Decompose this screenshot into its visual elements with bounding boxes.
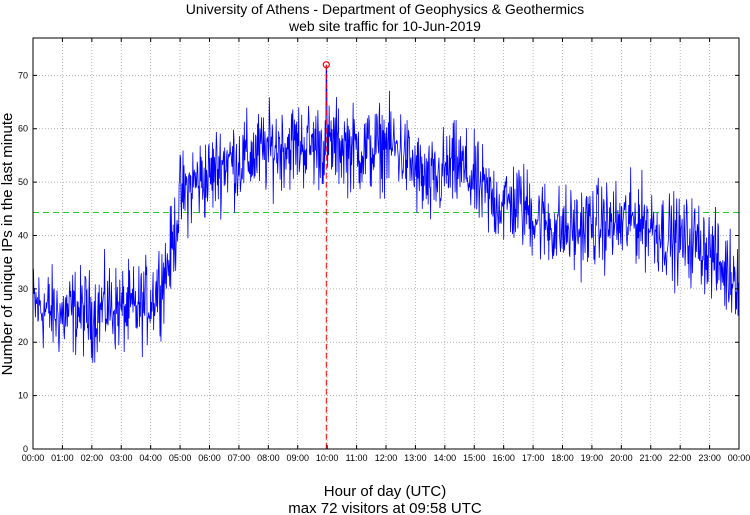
x-tick-label: 22:00 bbox=[669, 453, 692, 463]
chart-subtitle: web site traffic for 10-Jun-2019 bbox=[288, 18, 481, 34]
series-group bbox=[32, 64, 739, 363]
traffic-series-line bbox=[32, 64, 739, 363]
max-marker-group bbox=[322, 61, 330, 449]
x-tick-label: 21:00 bbox=[639, 453, 662, 463]
y-axis-label: Number of unique IPs in the last minute bbox=[0, 113, 16, 376]
x-tick-label: 17:00 bbox=[522, 453, 545, 463]
x-axis-ticks: 00:00 01:00 02:00 03:00 04:00 05:00 06:00 07:00… bbox=[22, 38, 750, 463]
x-tick-label: 02:00 bbox=[81, 453, 104, 463]
y-tick-label: 70 bbox=[18, 70, 28, 80]
grid-lines bbox=[33, 38, 739, 449]
x-tick-label: 07:00 bbox=[228, 453, 251, 463]
x-tick-label: 16:00 bbox=[492, 453, 515, 463]
max-point-marker bbox=[322, 61, 330, 69]
y-tick-label: 50 bbox=[18, 177, 28, 187]
plot-frame bbox=[32, 37, 740, 450]
y-axis-ticks: 0 10 20 30 40 50 60 70 bbox=[18, 70, 739, 454]
x-tick-label: 20:00 bbox=[610, 453, 633, 463]
x-tick-label: 06:00 bbox=[198, 453, 221, 463]
chart-footer: max 72 visitors at 09:58 UTC bbox=[288, 500, 482, 515]
x-tick-label: 05:00 bbox=[169, 453, 192, 463]
x-tick-label: 03:00 bbox=[110, 453, 133, 463]
x-tick-label: 23:00 bbox=[698, 453, 721, 463]
y-tick-label: 20 bbox=[18, 337, 28, 347]
x-tick-label: 19:00 bbox=[581, 453, 604, 463]
x-tick-label: 10:00 bbox=[316, 453, 339, 463]
x-tick-label: 09:00 bbox=[286, 453, 309, 463]
y-tick-label: 40 bbox=[18, 230, 28, 240]
x-tick-label: 04:00 bbox=[139, 453, 162, 463]
x-tick-label: 15:00 bbox=[463, 453, 486, 463]
x-tick-label: 18:00 bbox=[551, 453, 574, 463]
x-tick-label: 11:00 bbox=[346, 453, 368, 463]
x-tick-label: 00:00 bbox=[22, 453, 45, 463]
y-tick-label: 30 bbox=[18, 284, 28, 294]
y-tick-label: 60 bbox=[18, 124, 28, 134]
y-tick-label: 10 bbox=[18, 391, 28, 401]
x-tick-label: 08:00 bbox=[257, 453, 280, 463]
x-tick-label: 13:00 bbox=[404, 453, 427, 463]
chart-title: University of Athens - Department of Geo… bbox=[186, 1, 584, 17]
y-tick-label: 0 bbox=[23, 444, 28, 454]
x-tick-label: 12:00 bbox=[375, 453, 398, 463]
x-tick-label: 00:00 bbox=[728, 453, 750, 463]
x-axis-label: Hour of day (UTC) bbox=[324, 483, 447, 500]
x-tick-label: 01:00 bbox=[51, 453, 74, 463]
x-tick-label: 14:00 bbox=[434, 453, 457, 463]
